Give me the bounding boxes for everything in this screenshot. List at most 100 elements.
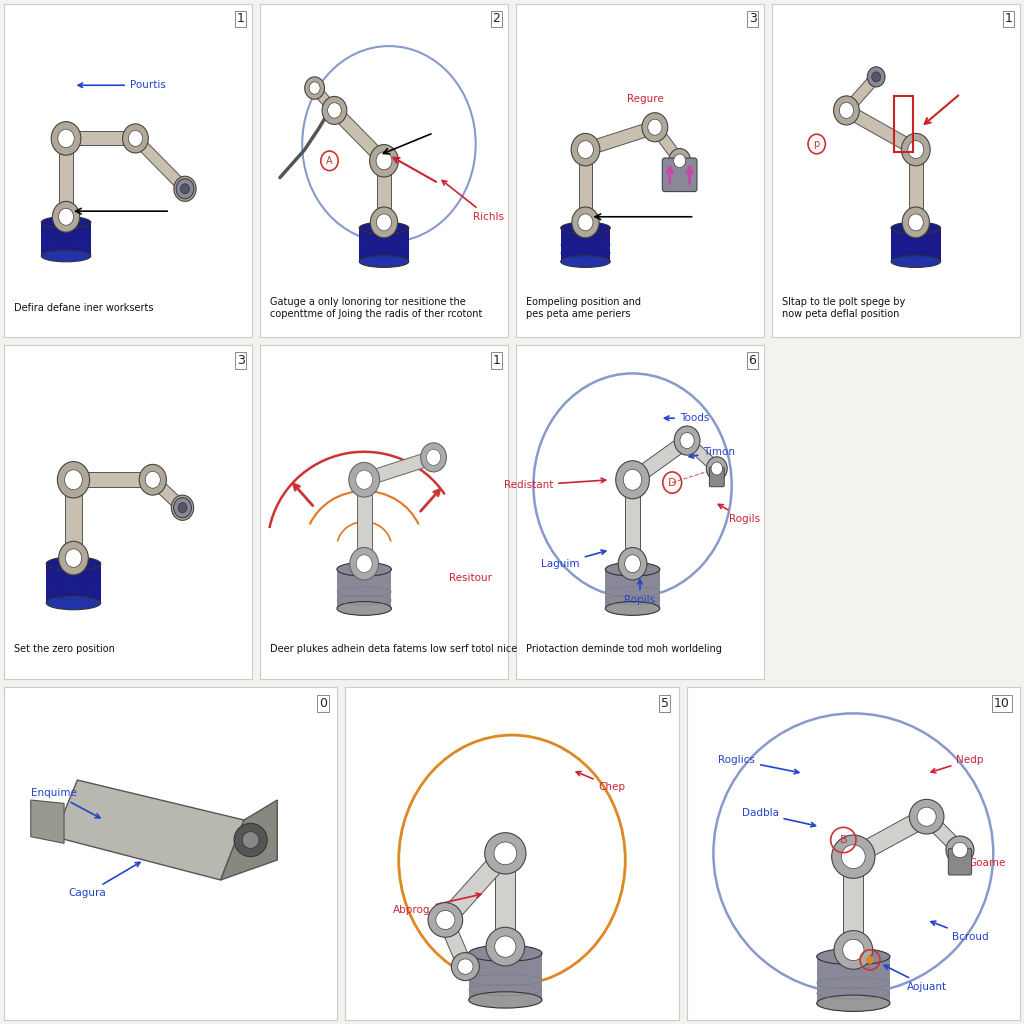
Ellipse shape [605,602,659,615]
Ellipse shape [469,992,542,1008]
Circle shape [707,457,727,480]
Text: Pourtis: Pourtis [78,80,166,90]
Circle shape [946,836,974,864]
Circle shape [436,910,455,930]
Circle shape [831,835,874,879]
Text: Sltap to tle polt spege by
now peta deflal position: Sltap to tle polt spege by now peta defl… [782,297,905,318]
Text: 0: 0 [319,696,328,710]
Polygon shape [438,918,472,970]
Circle shape [58,129,74,147]
Circle shape [908,140,924,159]
Text: B: B [840,835,847,845]
Polygon shape [220,800,278,880]
Text: Gatuge a only lonoring tor nesitione the
copenttme of Joing the radis of ther rc: Gatuge a only lonoring tor nesitione the… [270,297,482,318]
Text: Regure: Regure [627,94,664,104]
Text: Chep: Chep [577,771,626,792]
Text: Eompeling position and
pes peta ame periers: Eompeling position and pes peta ame peri… [526,297,641,318]
Circle shape [642,113,668,141]
Circle shape [680,432,694,449]
Circle shape [243,831,259,848]
Polygon shape [625,480,640,563]
Polygon shape [74,472,153,487]
Circle shape [370,144,398,177]
Polygon shape [844,104,919,156]
Text: Aojuant: Aojuant [884,966,946,991]
Circle shape [494,842,517,864]
Circle shape [57,462,89,498]
Bar [605,569,659,608]
Polygon shape [31,800,65,844]
Circle shape [908,214,924,230]
Circle shape [866,956,874,964]
Circle shape [179,182,191,196]
Circle shape [421,442,446,472]
Text: 3: 3 [749,12,757,26]
Circle shape [349,463,380,497]
Circle shape [486,928,524,966]
Text: 1: 1 [237,12,245,26]
Circle shape [615,461,649,499]
Circle shape [452,952,479,981]
Circle shape [426,450,440,465]
Bar [337,569,391,608]
Circle shape [843,939,864,961]
Polygon shape [651,124,684,165]
Circle shape [484,833,526,874]
Ellipse shape [469,945,542,962]
Polygon shape [331,105,388,166]
Ellipse shape [561,256,610,267]
Circle shape [674,426,700,455]
Circle shape [909,800,944,834]
Text: p: p [814,139,820,150]
Polygon shape [66,131,135,145]
Circle shape [52,202,80,232]
Text: 1: 1 [493,354,501,367]
Circle shape [834,96,859,125]
Ellipse shape [41,250,91,262]
Circle shape [834,931,872,970]
FancyBboxPatch shape [948,848,972,874]
Text: Laguim: Laguim [542,550,606,568]
Ellipse shape [337,562,391,577]
Circle shape [58,208,74,225]
Ellipse shape [337,602,391,615]
Text: 2: 2 [493,12,501,26]
Ellipse shape [46,557,100,570]
Circle shape [355,470,373,489]
Ellipse shape [605,562,659,577]
Ellipse shape [891,256,941,267]
Circle shape [669,148,690,173]
Text: Roglics: Roglics [718,755,799,774]
Text: Set the zero position: Set the zero position [14,644,115,654]
Circle shape [571,207,599,238]
Circle shape [871,72,881,82]
Ellipse shape [891,222,941,233]
Circle shape [901,133,930,166]
Ellipse shape [561,222,610,233]
Text: Dadbla: Dadbla [741,808,815,827]
Bar [469,953,542,999]
Text: 5: 5 [660,696,669,710]
Circle shape [377,214,391,230]
Text: Resitour: Resitour [450,572,493,583]
Circle shape [625,555,640,572]
Ellipse shape [359,256,409,267]
Text: Richls: Richls [442,180,504,222]
Text: Rogils: Rogils [719,505,760,524]
Text: Deer plukes adhein deta fatems low serf totol nice: Deer plukes adhein deta fatems low serf … [270,644,517,654]
Circle shape [171,496,194,520]
Polygon shape [356,480,372,563]
Polygon shape [922,812,965,855]
Circle shape [918,807,936,826]
Bar [817,956,890,1004]
Bar [894,96,913,153]
Circle shape [309,82,321,94]
Circle shape [178,503,187,513]
Text: Timon: Timon [689,446,735,458]
Circle shape [618,548,647,580]
Circle shape [624,469,642,490]
Text: Abprog: Abprog [393,893,481,915]
Polygon shape [684,436,720,473]
Text: Redistant: Redistant [504,478,605,490]
Text: Priotaction deminde tod moh worldeling: Priotaction deminde tod moh worldeling [526,644,722,654]
